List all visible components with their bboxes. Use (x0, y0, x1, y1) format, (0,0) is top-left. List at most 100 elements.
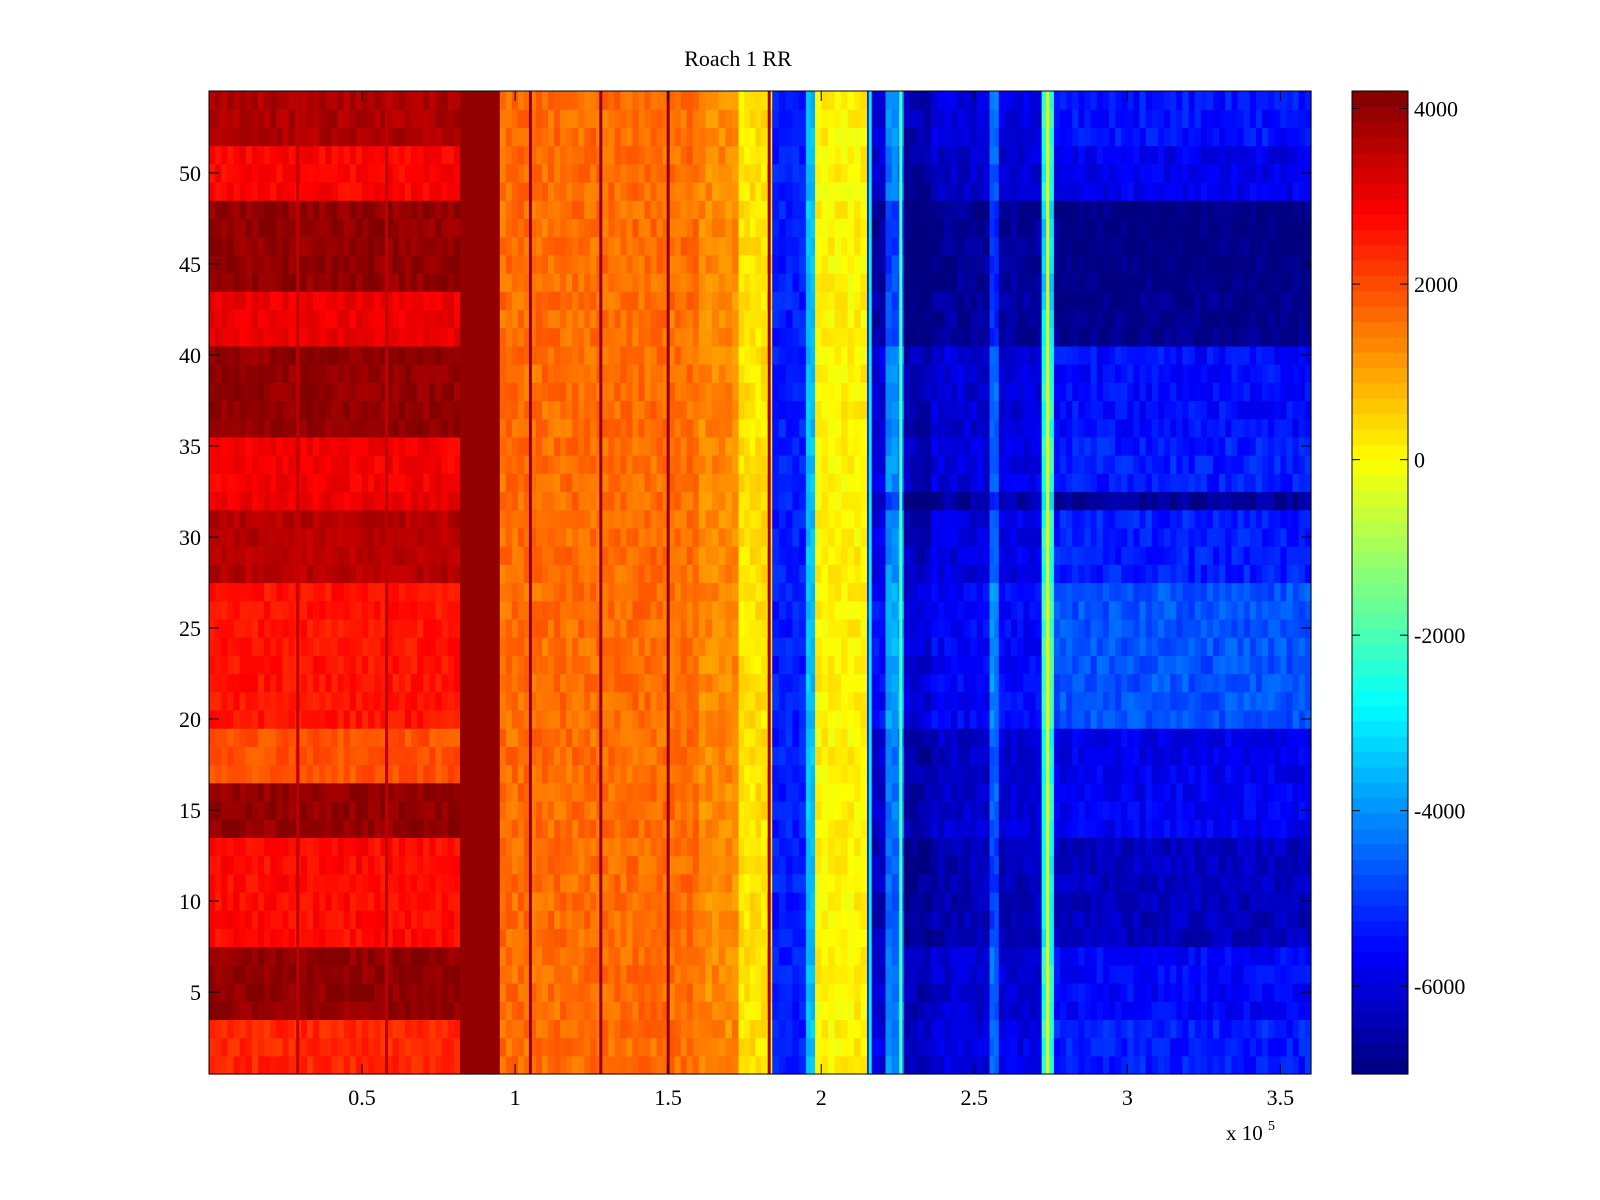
heatmap-cell (674, 910, 682, 929)
heatmap-cell (517, 1001, 525, 1020)
heatmap-cell (705, 309, 713, 329)
heatmap-cell (488, 782, 495, 802)
heatmap-cell (517, 582, 525, 602)
heatmap-cell (306, 691, 314, 711)
heatmap-cell (276, 163, 284, 183)
heatmap-cell (411, 928, 418, 948)
heatmap-cell (398, 218, 406, 238)
heatmap-cell (638, 637, 646, 656)
heatmap-cell (668, 964, 676, 984)
heatmap-cell (494, 946, 501, 966)
heatmap-cell (435, 382, 443, 402)
heatmap-cell (411, 163, 418, 183)
heatmap-cell (488, 600, 495, 620)
heatmap-cell (417, 418, 424, 438)
heatmap-cell (761, 910, 768, 929)
heatmap-cell (374, 964, 382, 984)
heatmap-cell (257, 746, 265, 766)
heatmap-cell (482, 855, 490, 875)
heatmap-cell (221, 819, 228, 838)
heatmap-cell (712, 728, 720, 747)
heatmap-cell (435, 1001, 443, 1020)
heatmap-cell (744, 382, 751, 402)
heatmap-cell (288, 254, 296, 274)
heatmap-cell (494, 200, 501, 220)
heatmap-cell (264, 600, 271, 620)
heatmap-cell (686, 127, 694, 147)
heatmap-cell (511, 473, 519, 493)
heatmap-cell (429, 254, 437, 274)
heatmap-cell (398, 910, 406, 929)
heatmap-cell (325, 509, 333, 529)
heatmap-cell (411, 509, 418, 529)
heatmap-cell (215, 746, 222, 766)
heatmap-cell (499, 163, 507, 183)
heatmap-cell (331, 855, 339, 875)
heatmap-cell (692, 455, 700, 474)
heatmap-cell (374, 655, 382, 675)
heatmap-cell (313, 673, 320, 693)
heatmap-cell (712, 691, 720, 711)
heatmap-cell (584, 273, 591, 292)
heatmap-cell (257, 327, 265, 347)
heatmap-cell (499, 509, 507, 529)
heatmap-cell (535, 473, 543, 493)
heatmap-cell (319, 709, 326, 729)
heatmap-cell (686, 254, 694, 274)
heatmap-cell (233, 291, 241, 311)
heatmap-cell (482, 964, 490, 984)
heatmap-cell (620, 637, 628, 656)
heatmap-cell (362, 600, 369, 620)
heatmap-cell (614, 436, 621, 456)
heatmap-cell (368, 928, 375, 948)
heatmap-cell (482, 691, 490, 711)
heatmap-cell (529, 564, 537, 584)
heatmap-cell (638, 455, 646, 474)
heatmap-cell (749, 309, 757, 329)
heatmap-cell (686, 728, 694, 747)
heatmap-cell (276, 800, 284, 820)
heatmap-cell (644, 291, 652, 311)
heatmap-cell (380, 691, 388, 711)
heatmap-cell (349, 946, 357, 966)
heatmap-cell (668, 509, 676, 529)
heatmap-cell (465, 655, 472, 675)
heatmap-cell (560, 509, 567, 529)
heatmap-cell (465, 964, 472, 984)
heatmap-cell (257, 928, 265, 948)
heatmap-cell (477, 673, 484, 693)
heatmap-cell (608, 600, 615, 620)
heatmap-cell (441, 582, 449, 602)
heatmap-cell (300, 1037, 308, 1057)
heatmap-cell (731, 982, 740, 1002)
heatmap-cell (441, 273, 449, 292)
heatmap-cell (423, 1055, 430, 1075)
heatmap-cell (761, 236, 768, 256)
heatmap-cell (749, 491, 757, 511)
heatmap-cell (761, 91, 768, 110)
heatmap-cell (300, 127, 308, 147)
heatmap-cell (355, 145, 363, 165)
heatmap-cell (632, 527, 640, 547)
heatmap-cell (337, 109, 345, 128)
heatmap-cell (313, 91, 320, 110)
heatmap-cell (731, 345, 740, 365)
heatmap-cell (638, 364, 646, 383)
heatmap-cell (626, 764, 634, 784)
heatmap-cell (578, 910, 585, 929)
heatmap-cell (656, 564, 664, 584)
heatmap-cell (447, 1001, 455, 1020)
heatmap-cell (668, 1001, 676, 1020)
heatmap-cell (245, 910, 253, 929)
heatmap-cell (221, 200, 228, 220)
heatmap-cell (392, 1055, 400, 1075)
heatmap-cell (614, 364, 621, 383)
heatmap-cell (674, 800, 682, 820)
heatmap-cell (257, 1037, 265, 1057)
heatmap-cell (251, 728, 259, 747)
heatmap-cell (548, 910, 555, 929)
heatmap-cell (608, 982, 615, 1002)
heatmap-cell (325, 109, 333, 128)
heatmap-cell (331, 455, 339, 474)
heatmap-cell (245, 491, 253, 511)
